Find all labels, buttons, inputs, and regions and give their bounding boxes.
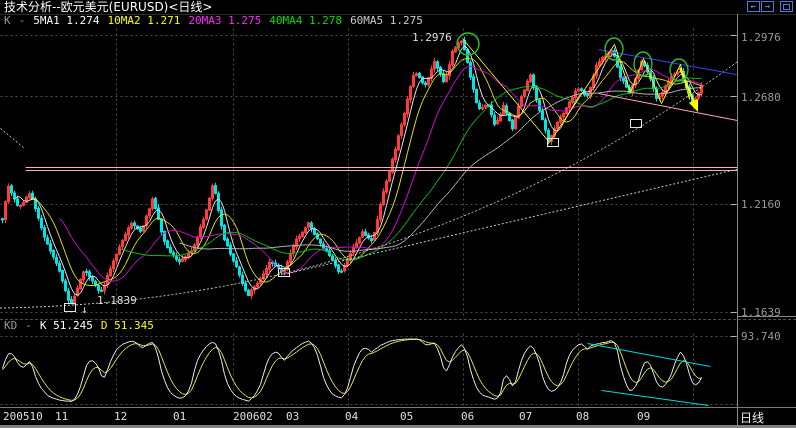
x-axis-label: 01: [173, 410, 187, 423]
kd-panel-canvas[interactable]: [0, 333, 737, 407]
axis-row-divider: [0, 407, 796, 408]
maximize-button[interactable]: [780, 1, 793, 12]
y-axis-label: 1.1639: [741, 306, 781, 319]
panel-separator: [0, 319, 796, 320]
ma-indicator-value: K: [4, 14, 11, 27]
maximize-icon: [783, 3, 790, 10]
title-buttons: ← →: [746, 1, 793, 12]
kd-indicator-value: -: [25, 319, 32, 332]
scroll-right-button[interactable]: →: [761, 1, 774, 12]
x-axis-label: 200510: [3, 410, 43, 423]
scroll-left-button[interactable]: ←: [747, 1, 760, 12]
y-axis-label: 93.740: [741, 330, 781, 343]
title-bar: 技术分析--欧元美元(EURUSD)<日线> ← →: [0, 0, 796, 15]
x-axis-label: 08: [576, 410, 590, 423]
x-axis-label: 04: [345, 410, 359, 423]
ma-indicator-value: -: [18, 14, 26, 27]
kd-indicator-value: D 51.345: [100, 319, 154, 332]
chart-annotation: ↓: [81, 303, 88, 316]
kd-indicator-value: K 51.245: [39, 319, 93, 332]
window-title: 技术分析--欧元美元(EURUSD)<日线>: [4, 0, 213, 14]
y-axis-label: 1.2680: [741, 91, 781, 104]
ma-indicator-value: 10MA2 1.271: [107, 14, 181, 27]
x-axis-label: 12: [114, 410, 128, 423]
x-axis-label: 07: [519, 410, 533, 423]
ma-indicator-value: 20MA3 1.275: [188, 14, 262, 27]
period-label[interactable]: 日线: [740, 411, 765, 425]
window-bottom-edge: [0, 425, 796, 428]
y-axis-label: 1.2160: [741, 198, 781, 211]
x-axis-label: 09: [637, 410, 651, 423]
x-axis-label: 06: [461, 410, 475, 423]
ma-indicator-value: 40MA4 1.278: [269, 14, 343, 27]
x-axis-label: 03: [286, 410, 300, 423]
main-chart-canvas[interactable]: [0, 28, 737, 319]
chart-annotation: 1.2976: [412, 31, 452, 44]
ma-indicator-value: 60MA5 1.275: [350, 14, 423, 27]
y-axis-label: 1.2976: [741, 31, 781, 44]
kd-indicator-row: KD - K 51.245 D 51.345: [4, 319, 162, 332]
chart-annotation: 1.1839: [97, 294, 137, 307]
x-axis-label: 05: [400, 410, 414, 423]
x-axis-label: 11: [55, 410, 69, 423]
ma-indicator-value: 5MA1 1.274: [33, 14, 100, 27]
right-panel-divider: [737, 316, 796, 317]
kd-indicator-value: KD: [4, 319, 18, 332]
right-axis-divider: [737, 14, 738, 425]
ma-indicator-row: K -5MA1 1.274 10MA2 1.271 20MA3 1.275 40MA4 …: [4, 14, 431, 27]
x-axis-label: 200602: [233, 410, 273, 423]
